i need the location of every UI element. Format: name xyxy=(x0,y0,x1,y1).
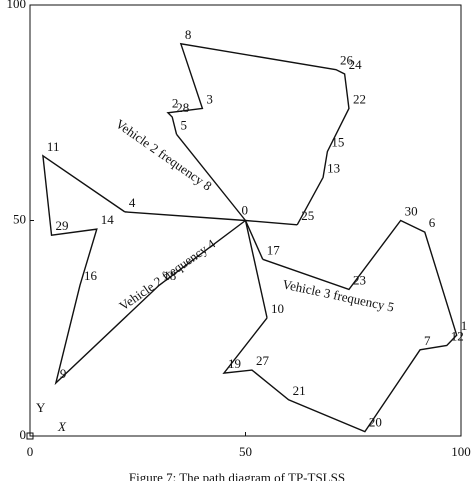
node-label: 25 xyxy=(301,208,314,223)
node-label: 8 xyxy=(185,27,192,42)
node-label: 10 xyxy=(271,301,284,316)
node-label: 15 xyxy=(331,135,344,150)
x-tick-label: 50 xyxy=(239,444,252,459)
x-tick-label: 100 xyxy=(451,444,471,459)
node-label: 2 xyxy=(172,96,179,111)
y-tick-label: 0 xyxy=(20,427,27,442)
depot-link xyxy=(124,211,246,222)
depot-link xyxy=(244,220,268,319)
depot-link xyxy=(245,219,298,226)
depot-link xyxy=(175,133,247,221)
route-line xyxy=(222,219,458,433)
node-label: 18 xyxy=(163,268,176,283)
node-label: 30 xyxy=(405,203,418,218)
node-label: 23 xyxy=(353,272,366,287)
node-label: 9 xyxy=(60,366,67,381)
depot-link xyxy=(158,219,246,286)
route-name: Vehicle 2 frequency 8 xyxy=(113,116,215,194)
route-line xyxy=(42,154,160,386)
route-name: Vehicle 3 frequency 5 xyxy=(281,276,395,314)
caption: Figure 7: The path diagram of TP-TSLSS xyxy=(129,470,345,481)
node-label: 21 xyxy=(293,383,306,398)
x-axis-label: X xyxy=(57,419,67,434)
node-label: 12 xyxy=(451,328,464,343)
node-label: 5 xyxy=(181,117,188,132)
node-label: 6 xyxy=(429,215,436,230)
node-label: 29 xyxy=(56,218,69,233)
y-axis-label: Y xyxy=(36,400,46,415)
node-label: 28 xyxy=(176,100,189,115)
node-label: 14 xyxy=(101,212,115,227)
route-name: Vehicle 2 frequency 4 xyxy=(116,236,218,314)
node-label: 1 xyxy=(461,318,468,333)
node-label: 7 xyxy=(424,333,431,348)
node-label: 16 xyxy=(84,268,98,283)
node-label: 17 xyxy=(267,242,281,257)
depot-link xyxy=(244,220,264,260)
x-tick-label: 0 xyxy=(27,444,34,459)
node-label: 4 xyxy=(129,195,136,210)
node-label: 3 xyxy=(206,91,213,106)
node-label: 22 xyxy=(353,91,366,106)
y-tick-label: 100 xyxy=(7,0,27,11)
depot-label: 0 xyxy=(242,202,249,217)
node-label: 26 xyxy=(340,53,354,68)
node-label: 11 xyxy=(47,139,60,154)
node-label: 13 xyxy=(327,160,340,175)
y-tick-label: 50 xyxy=(13,211,26,226)
node-label: 19 xyxy=(228,356,241,371)
node-label: 20 xyxy=(369,415,382,430)
route-line xyxy=(166,42,350,226)
node-label: 24 xyxy=(349,57,363,72)
node-label: 27 xyxy=(256,353,270,368)
